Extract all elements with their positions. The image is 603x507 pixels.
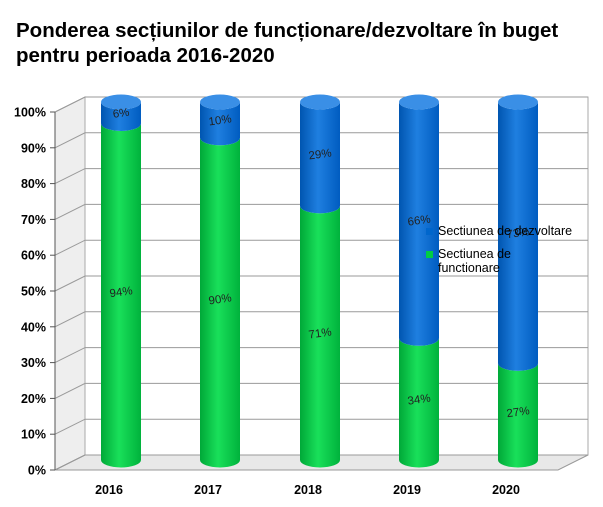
chart-title: Ponderea secțiunilor de funcționare/dezv… — [16, 19, 559, 67]
bar-top-cap — [498, 94, 538, 110]
y-tick-label: 100% — [14, 106, 46, 120]
bar-top-cap — [101, 94, 141, 110]
bar-group-2017: 90% 10% — [200, 94, 240, 468]
y-tick-label: 80% — [21, 177, 46, 191]
data-label: 94% — [109, 285, 133, 300]
bar-segment — [498, 102, 538, 371]
data-label: 71% — [308, 326, 332, 341]
data-label: 66% — [407, 214, 431, 229]
bar-segment — [101, 123, 141, 468]
data-label: 90% — [208, 292, 232, 307]
data-label: 10% — [208, 113, 232, 128]
bar-group-2018: 71% 29% — [300, 94, 340, 468]
x-tick-label: 2020 — [492, 483, 520, 497]
legend-swatch — [426, 251, 433, 258]
y-tick-label: 70% — [21, 213, 46, 227]
bar-segment — [300, 102, 340, 214]
bar-group-2019: 34% 66% — [399, 94, 439, 468]
y-tick-label: 40% — [21, 320, 46, 334]
x-axis: 2016 2017 2018 2019 2020 — [95, 483, 520, 497]
y-tick-label: 50% — [21, 285, 46, 299]
bar-top-cap — [200, 94, 240, 110]
bar-segment — [101, 102, 141, 131]
y-tick-label: 10% — [21, 428, 46, 442]
bar-top-cap — [399, 94, 439, 110]
legend: Sectiunea de dezvoltare Sectiunea de funct… — [426, 224, 572, 275]
y-tick-label: 20% — [21, 392, 46, 406]
data-label: 29% — [308, 147, 332, 162]
y-tick-label: 90% — [21, 141, 46, 155]
y-tick-label: 30% — [21, 356, 46, 370]
legend-label: Sectiunea de functionare — [438, 247, 511, 275]
bar-segment — [399, 338, 439, 468]
bar-top-cap — [300, 94, 340, 110]
data-label: 6% — [112, 107, 130, 121]
data-label: 34% — [407, 393, 431, 408]
y-tick-label: 60% — [21, 249, 46, 263]
bar-segment — [399, 102, 439, 346]
bar-segment — [300, 205, 340, 468]
y-tick-label: 0% — [28, 464, 46, 478]
legend-label: Sectiunea de dezvoltare — [438, 224, 572, 238]
bar-group-2016: 94% 6% — [101, 94, 141, 468]
bar-segment — [200, 137, 240, 468]
data-label: 27% — [506, 405, 530, 420]
legend-swatch — [426, 228, 433, 235]
data-label: 73% — [506, 226, 530, 241]
x-tick-label: 2017 — [194, 483, 222, 497]
x-tick-label: 2019 — [393, 483, 421, 497]
x-tick-label: 2016 — [95, 483, 123, 497]
bar-segment — [498, 363, 538, 468]
bar-group-2020: 27% 73% — [498, 94, 538, 468]
x-tick-label: 2018 — [294, 483, 322, 497]
bars: 94% 6% 90% 10% 71% 29% 34% 66% 27% 73% — [101, 94, 538, 468]
bar-segment — [200, 102, 240, 146]
